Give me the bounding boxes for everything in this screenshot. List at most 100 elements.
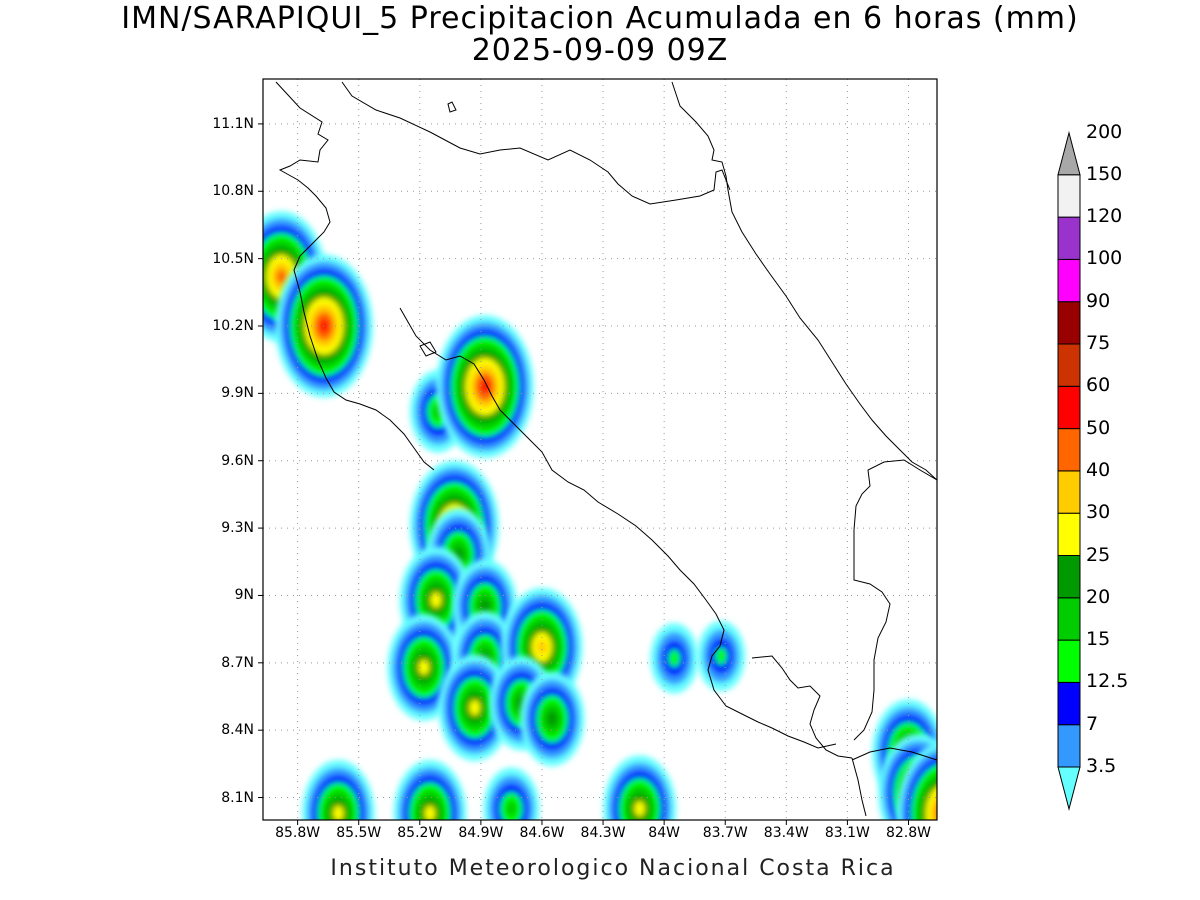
- rain-contour: [940, 806, 950, 820]
- legend-label: 50: [1086, 416, 1111, 439]
- footer-credit: Instituto Meteorologico Nacional Costa R…: [330, 856, 896, 881]
- legend-swatch: [1057, 216, 1081, 260]
- legend-label: 90: [1086, 289, 1111, 312]
- lat-tick-label: 10.5N: [212, 250, 254, 267]
- legend-swatch: [1057, 258, 1081, 303]
- legend-swatch: [1057, 724, 1081, 768]
- lat-tick-label: 8.4N: [221, 722, 254, 739]
- legend-swatch: [1057, 470, 1081, 514]
- rain-contour: [930, 795, 937, 820]
- legend-label: 120: [1086, 205, 1123, 228]
- legend-label: 7: [1086, 712, 1099, 735]
- golfo-dulce-coast: [751, 655, 853, 759]
- rain-cell: [436, 315, 534, 459]
- legend-label: 40: [1086, 458, 1111, 481]
- lat-tick-label: 10.2N: [212, 318, 254, 334]
- rain-contour: [935, 805, 937, 820]
- rain-contour: [430, 592, 442, 608]
- legend-swatch: [1057, 639, 1081, 683]
- map-grid: [263, 79, 937, 820]
- legend-swatch: [1057, 512, 1081, 557]
- rain-contour: [424, 805, 436, 820]
- legend-swatch: [1057, 681, 1081, 726]
- legend-label: 150: [1086, 162, 1123, 185]
- legend-label: 20: [1086, 585, 1111, 608]
- legend-swatch: [1057, 174, 1081, 218]
- rain-cell: [301, 759, 375, 820]
- lon-tick-label: 82.8W: [885, 825, 931, 841]
- pacific-coast: [399, 307, 837, 749]
- rain-contour: [333, 805, 344, 820]
- nicaragua-coast: [275, 81, 331, 257]
- color-legend: [1057, 130, 1081, 811]
- lake-nicaragua-shore: [341, 81, 731, 205]
- map-subtitle-date: 2025-09-09 09Z: [471, 33, 729, 68]
- rain-cell: [438, 654, 512, 762]
- lat-tick-label: 9.6N: [221, 452, 254, 469]
- legend-label: 12.5: [1086, 670, 1129, 693]
- lon-tick-label: 84.3W: [580, 825, 626, 841]
- legend-label: 100: [1086, 247, 1123, 270]
- legend-swatch: [1057, 766, 1081, 811]
- rain-cell: [896, 742, 950, 820]
- rain-cell: [650, 623, 699, 694]
- lon-tick-label: 84.6W: [519, 825, 565, 841]
- legend-swatch: [1057, 301, 1081, 345]
- rain-contour: [668, 649, 681, 668]
- lat-tick-label: 8.1N: [221, 789, 254, 806]
- rain-contour: [319, 318, 329, 334]
- lat-tick-label: 9N: [234, 587, 254, 604]
- rain-cell: [603, 755, 677, 820]
- map-title: IMN/SARAPIQUI_5 Precipitacion Acumulada …: [121, 1, 1079, 36]
- precipitation-field: [263, 211, 950, 820]
- lat-tick-label: 9.3N: [221, 520, 254, 537]
- nicoya-peninsula-coast: [293, 255, 435, 471]
- legend-swatch: [1057, 343, 1081, 387]
- legend-label: 15: [1086, 628, 1111, 651]
- legend-swatch: [1057, 428, 1081, 472]
- rain-contour: [505, 800, 518, 817]
- legend-swatch: [1057, 130, 1081, 176]
- lon-tick-label: 85.8W: [275, 825, 321, 841]
- legend-swatch: [1057, 385, 1081, 430]
- rain-cell: [483, 767, 540, 820]
- rain-contour: [480, 379, 490, 394]
- lat-tick-label: 9.9N: [221, 385, 254, 402]
- lon-tick-label: 84W: [648, 825, 680, 841]
- rain-cell: [393, 759, 467, 820]
- island-outline: [419, 341, 437, 357]
- panama-border: [851, 747, 937, 817]
- rain-contour: [469, 700, 480, 716]
- rain-contour: [546, 711, 558, 727]
- legend-swatch: [1057, 597, 1081, 641]
- lon-tick-label: 85.5W: [336, 825, 382, 841]
- lake-outline: [447, 101, 457, 113]
- rain-contour: [715, 647, 728, 665]
- lat-tick-label: 11.1N: [212, 115, 254, 132]
- lon-tick-label: 85.2W: [397, 825, 443, 841]
- legend-label: 75: [1086, 332, 1111, 354]
- lon-tick-label: 83.1W: [824, 825, 870, 841]
- caribbean-coast: [671, 81, 937, 481]
- lon-tick-label: 84.9W: [458, 825, 504, 841]
- lat-tick-label: 10.8N: [212, 183, 254, 200]
- rain-contour: [479, 598, 491, 615]
- lon-tick-label: 83.4W: [763, 825, 809, 841]
- rain-contour: [634, 801, 645, 817]
- rain-contour: [536, 639, 548, 655]
- lat-tick-label: 8.7N: [221, 654, 254, 671]
- legend-label: 30: [1086, 501, 1111, 524]
- rain-contour: [418, 659, 430, 675]
- lon-tick-label: 83.7W: [702, 825, 748, 841]
- legend-label: 25: [1086, 543, 1111, 566]
- rain-contour: [276, 269, 287, 284]
- map-background: [263, 79, 937, 820]
- legend-label: 200: [1086, 120, 1123, 143]
- axis-ticks: [258, 123, 909, 825]
- panama-caribbean-coast: [853, 459, 937, 741]
- coastlines: [275, 81, 937, 817]
- rain-cell: [519, 671, 585, 767]
- legend-swatch: [1057, 555, 1081, 599]
- rain-cell: [697, 620, 746, 692]
